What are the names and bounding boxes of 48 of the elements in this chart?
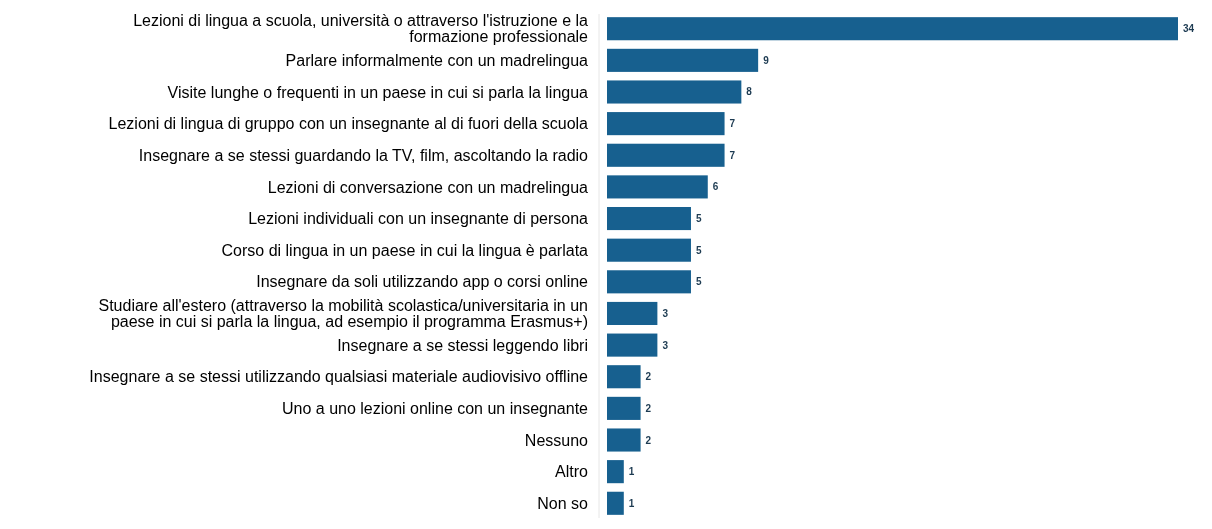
data-label: 3 (662, 307, 669, 319)
bar (607, 428, 641, 452)
data-label: 5 (695, 244, 702, 256)
data-label: 2 (645, 434, 652, 446)
data-label: 6 (712, 181, 719, 193)
bar (607, 301, 658, 326)
bar (607, 112, 725, 136)
data-label: 34 (1183, 23, 1195, 35)
y-tick-label: Insegnare a se stessi leggendo libri (337, 336, 588, 354)
data-label: 1 (628, 497, 635, 509)
bar (607, 333, 658, 357)
y-tick-label: Lezioni individuali con un insegnante di persona (248, 210, 589, 228)
bar (607, 175, 708, 199)
bar (607, 80, 742, 104)
data-label: 9 (763, 54, 770, 66)
y-tick-label: Uno a uno lezioni online con un insegnante (281, 399, 589, 417)
data-label: 1 (628, 466, 635, 478)
bar (607, 460, 624, 484)
bar (607, 270, 691, 294)
bar (607, 396, 641, 420)
y-tick-label: Studiare all'estero (attraverso la mobilità scolastica/universitaria in un paese in cui si parla la lingua, ad esempio il programma Erasmus+) (98, 297, 588, 331)
y-tick-label: Insegnare a se stessi guardando la TV, film, ascoltando la radio (138, 146, 589, 164)
y-tick-label: Non so (537, 494, 589, 512)
data-label: 8 (746, 86, 753, 98)
data-label: 3 (662, 339, 669, 351)
data-label: 7 (729, 118, 736, 130)
bar (607, 143, 725, 167)
data-label: 5 (695, 213, 702, 225)
bar (607, 238, 691, 262)
bar (607, 17, 1178, 41)
y-tick-label: Insegnare da soli utilizzando app o corsi online (256, 273, 589, 291)
bar (607, 48, 759, 72)
data-label: 7 (729, 149, 736, 161)
y-tick-label: Nessuno (524, 431, 589, 449)
y-tick-label: Lezioni di lingua a scuola, università o attraverso l'istruzione e la formazione professionale (133, 12, 589, 46)
y-tick-label: Corso di lingua in un paese in cui la lingua è parlata (221, 241, 589, 259)
data-label: 2 (645, 402, 652, 414)
bar (607, 206, 691, 231)
data-label: 2 (645, 371, 652, 383)
data-label: 5 (695, 276, 702, 288)
y-tick-label: Visite lunghe o frequenti in un paese in cui si parla la lingua (167, 83, 589, 101)
bar (607, 491, 624, 515)
y-tick-label: Lezioni di lingua di gruppo con un insegnante al di fuori della scuola (108, 115, 589, 133)
y-tick-label: Altro (555, 463, 589, 481)
y-tick-label: Parlare informalmente con un madrelingua (285, 51, 589, 69)
y-tick-label: Insegnare a se stessi utilizzando qualsiasi materiale audiovisivo offline (89, 368, 589, 386)
y-tick-label: Lezioni di conversazione con un madrelingua (267, 178, 589, 196)
bar (607, 365, 641, 389)
